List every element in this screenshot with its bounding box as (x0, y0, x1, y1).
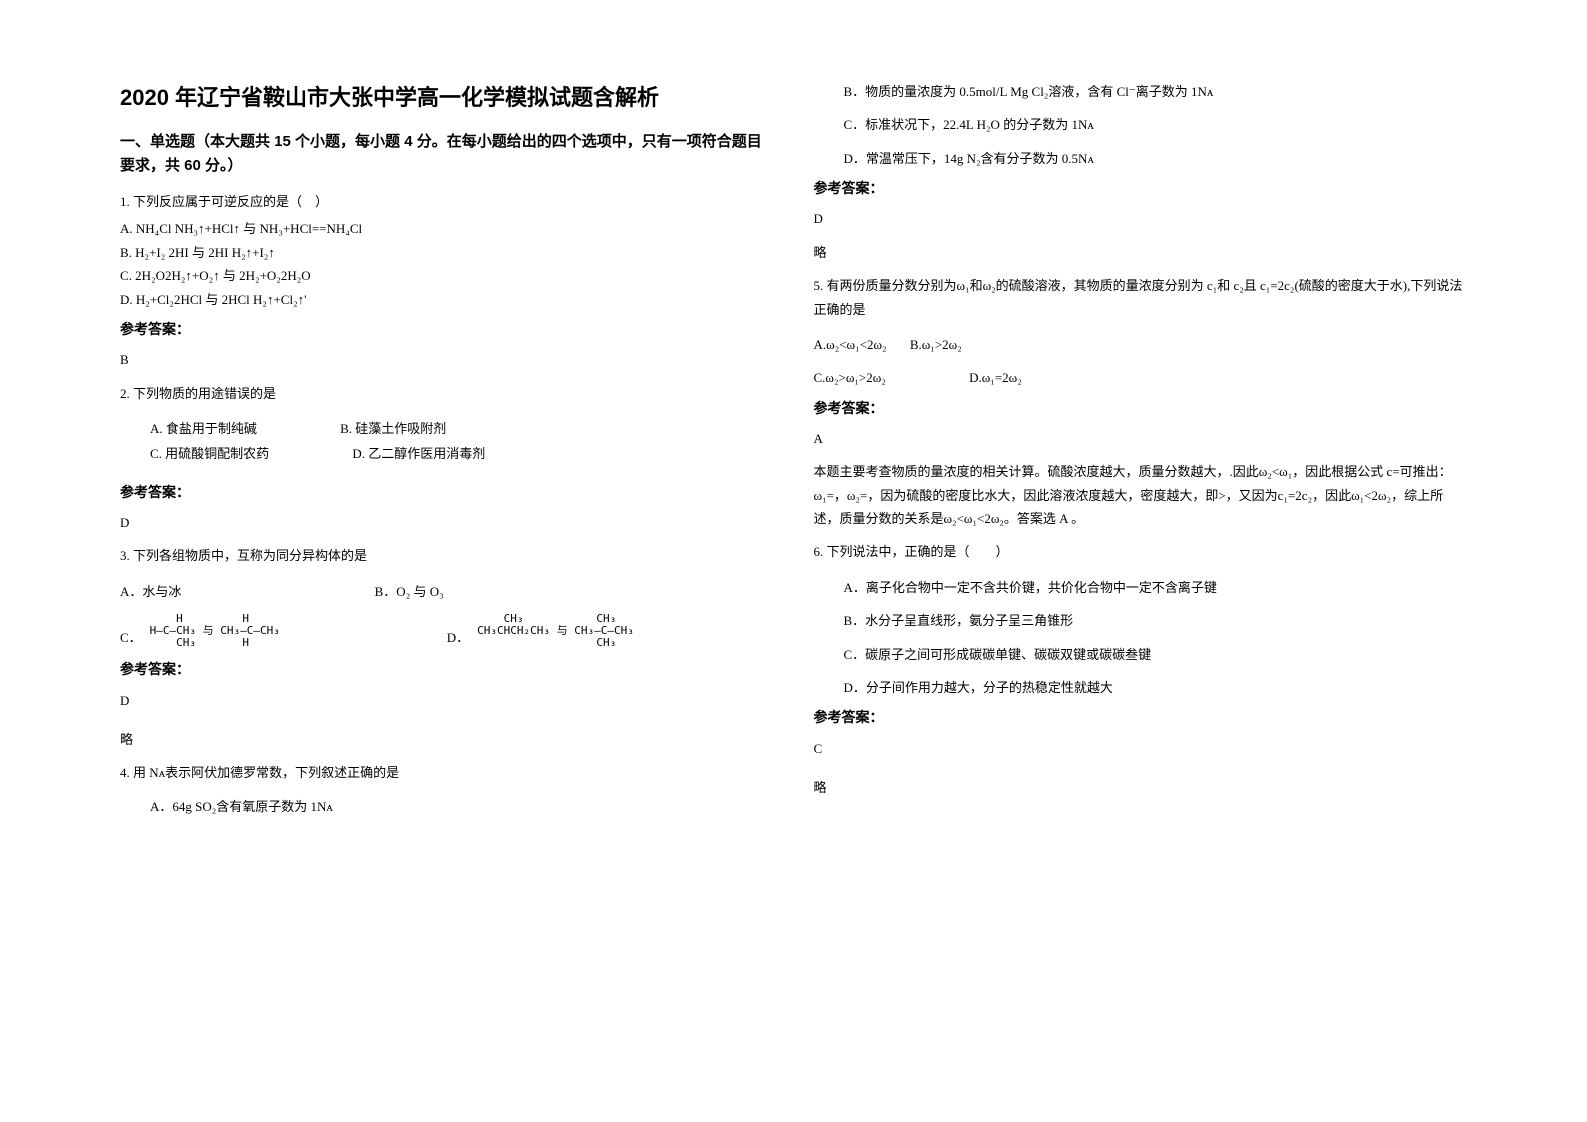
q2-option-a: A. 食盐用于制纯碱 (150, 417, 257, 440)
q6-option-c: C．碳原子之间可形成碳碳单键、碳碳双键或碳碳叁键 (844, 643, 1468, 666)
q1-answer-label: 参考答案： (120, 317, 774, 342)
question-4-cont: B．物质的量浓度为 0.5mol/L Mg Cl₂溶液，含有 Cl⁻离子数为 1… (814, 80, 1468, 264)
q3-option-a: A．水与冰 (120, 580, 181, 603)
q5-explanation: 本题主要考查物质的量浓度的相关计算。硫酸浓度越大，质量分数越大，.因此ω₂<ω₁… (814, 460, 1468, 530)
q3-text: 3. 下列各组物质中，互称为同分异构体的是 (120, 544, 774, 567)
q6-option-b: B．水分子呈直线形，氨分子呈三角锥形 (844, 609, 1468, 632)
question-5: 5. 有两份质量分数分别为ω₁和ω₂的硫酸溶液，其物质的量浓度分别为 c₁和 c… (814, 274, 1468, 530)
q2-text: 2. 下列物质的用途错误的是 (120, 382, 774, 405)
q5-option-a: A.ω₂<ω₁<2ω₂ (814, 337, 887, 352)
q3-options: A．水与冰 B．O₂ 与 O₃ C． H H H—C—CH₃ 与 CH₃—C—C… (120, 580, 774, 650)
q3-struct-d: CH₃ CH₃ CH₃CHCH₂CH₃ 与 CH₃—C—CH₃ CH₃ (477, 613, 634, 649)
q4-option-c: C．标准状况下，22.4L H₂O 的分子数为 1Nᴀ (844, 113, 1468, 136)
q3-answer: D (120, 689, 774, 712)
right-column: B．物质的量浓度为 0.5mol/L Mg Cl₂溶液，含有 Cl⁻离子数为 1… (794, 80, 1488, 1082)
q2-option-b: B. 硅藻土作吸附剂 (340, 417, 446, 440)
q5-text: 5. 有两份质量分数分别为ω₁和ω₂的硫酸溶液，其物质的量浓度分别为 c₁和 c… (814, 274, 1468, 321)
q6-omit: 略 (814, 776, 1468, 799)
q5-row1: A.ω₂<ω₁<2ω₂ B.ω₁>2ω₂ (814, 333, 1468, 356)
q5-option-c: C.ω₂>ω₁>2ω₂ (814, 370, 886, 385)
q3-struct-c: H H H—C—CH₃ 与 CH₃—C—CH₃ CH₃ H (150, 613, 280, 649)
q4-omit: 略 (814, 241, 1468, 264)
q1-answer: B (120, 348, 774, 371)
q2-options: A. 食盐用于制纯碱 B. 硅藻土作吸附剂 C. 用硫酸铜配制农药 D. 乙二醇… (120, 417, 774, 466)
section-header: 一、单选题（本大题共 15 个小题，每小题 4 分。在每小题给出的四个选项中，只… (120, 130, 774, 178)
q3-omit: 略 (120, 728, 774, 751)
q2-option-d: D. 乙二醇作医用消毒剂 (352, 442, 485, 465)
q2-answer-label: 参考答案： (120, 480, 774, 505)
q4-text: 4. 用 Nᴀ表示阿伏加德罗常数，下列叙述正确的是 (120, 761, 774, 784)
q1-option-a: A. NH₄Cl NH₃↑+HCl↑ 与 NH₃+HCl==NH₄Cl (120, 217, 774, 240)
q4-option-a: A．64g SO₂含有氧原子数为 1Nᴀ (150, 795, 774, 818)
q4-answer: D (814, 207, 1468, 230)
q1-option-b: B. H₂+I₂ 2HI 与 2HI H₂↑+I₂↑ (120, 241, 774, 264)
q1-text: 1. 下列反应属于可逆反应的是（ ） (120, 190, 774, 213)
question-6: 6. 下列说法中，正确的是（ ） A．离子化合物中一定不含共价键，共价化合物中一… (814, 540, 1468, 799)
q3-struct-row: C． H H H—C—CH₃ 与 CH₃—C—CH₃ CH₃ H D． CH₃ … (120, 613, 774, 649)
q2-option-c: C. 用硫酸铜配制农药 (150, 442, 269, 465)
q6-answer: C (814, 737, 1468, 760)
q4-answer-label: 参考答案： (814, 176, 1468, 201)
q6-answer-label: 参考答案： (814, 705, 1468, 730)
q5-row2: C.ω₂>ω₁>2ω₂ D.ω₁=2ω₂ (814, 366, 1468, 389)
q5-answer-label: 参考答案： (814, 396, 1468, 421)
q5-option-b: B.ω₁>2ω₂ (910, 337, 962, 352)
q3-option-c: C． H H H—C—CH₃ 与 CH₃—C—CH₃ CH₃ H (120, 613, 447, 649)
q6-text: 6. 下列说法中，正确的是（ ） (814, 540, 1468, 563)
left-column: 2020 年辽宁省鞍山市大张中学高一化学模拟试题含解析 一、单选题（本大题共 1… (100, 80, 794, 1082)
question-4-start: 4. 用 Nᴀ表示阿伏加德罗常数，下列叙述正确的是 A．64g SO₂含有氧原子… (120, 761, 774, 818)
question-1: 1. 下列反应属于可逆反应的是（ ） A. NH₄Cl NH₃↑+HCl↑ 与 … (120, 190, 774, 372)
q2-answer: D (120, 511, 774, 534)
question-2: 2. 下列物质的用途错误的是 A. 食盐用于制纯碱 B. 硅藻土作吸附剂 C. … (120, 382, 774, 535)
q3-answer-label: 参考答案： (120, 657, 774, 682)
q3-d-label: D． (447, 626, 469, 649)
q3-option-d: D． CH₃ CH₃ CH₃CHCH₂CH₃ 与 CH₃—C—CH₃ CH₃ (447, 613, 774, 649)
q6-option-a: A．离子化合物中一定不含共价键，共价化合物中一定不含离子键 (844, 576, 1468, 599)
q1-options: A. NH₄Cl NH₃↑+HCl↑ 与 NH₃+HCl==NH₄Cl B. H… (120, 217, 774, 311)
page-title: 2020 年辽宁省鞍山市大张中学高一化学模拟试题含解析 (120, 80, 774, 112)
question-3: 3. 下列各组物质中，互称为同分异构体的是 A．水与冰 B．O₂ 与 O₃ C．… (120, 544, 774, 751)
q3-option-b: B．O₂ 与 O₃ (375, 580, 444, 603)
q3-c-label: C． (120, 626, 142, 649)
q5-answer: A (814, 427, 1468, 450)
q1-option-d: D. H₂+Cl₂2HCl 与 2HCl H₂↑+Cl₂↑' (120, 288, 774, 311)
q4-option-b: B．物质的量浓度为 0.5mol/L Mg Cl₂溶液，含有 Cl⁻离子数为 1… (844, 80, 1468, 103)
q4-option-d: D．常温常压下，14g N₂含有分子数为 0.5Nᴀ (844, 147, 1468, 170)
q1-option-c: C. 2H₂O2H₂↑+O₂↑ 与 2H₂+O₂2H₂O (120, 264, 774, 287)
q6-option-d: D．分子间作用力越大，分子的热稳定性就越大 (844, 676, 1468, 699)
q5-option-d: D.ω₁=2ω₂ (969, 370, 1022, 385)
